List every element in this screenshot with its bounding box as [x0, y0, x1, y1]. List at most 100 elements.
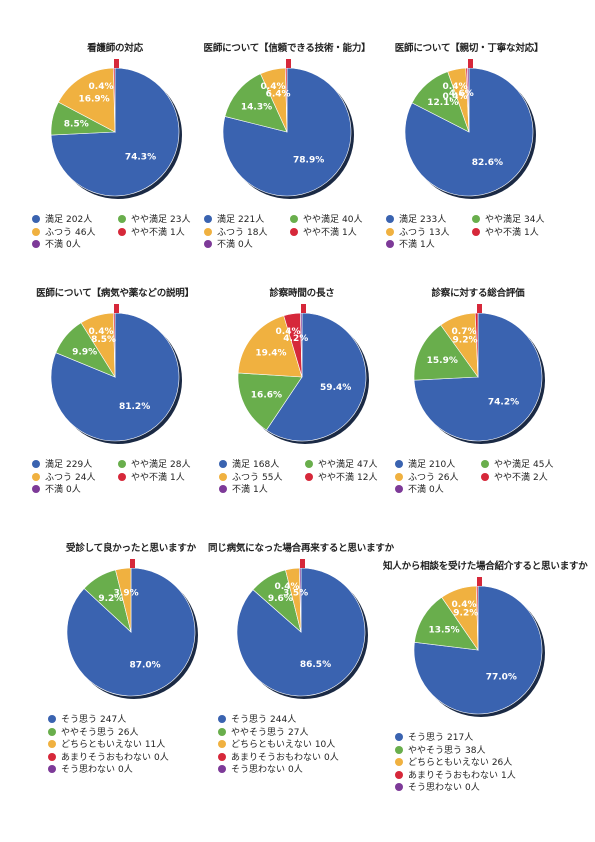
- chart-title: 医師について【信頼できる技術・能力】: [203, 43, 371, 54]
- legend-label: やや不満: [131, 472, 168, 483]
- legend-dot-icon: [395, 770, 403, 779]
- pie-percent-label: 9.2%: [98, 594, 123, 604]
- legend-count: 0人: [324, 752, 339, 763]
- pie-percent-label: 0.4%: [89, 82, 114, 92]
- legend-label: やや満足: [131, 460, 168, 470]
- pie-chart-4: 医師について【病気や薬などの説明】 81.2% 9.9% 8.5% 0.4% 満足 229人…: [20, 285, 210, 545]
- legend-count: 1人: [170, 472, 185, 483]
- legend-label: 満足: [217, 215, 236, 225]
- legend-label: 不満: [217, 240, 236, 250]
- legend-dot-icon: [395, 745, 403, 754]
- legend-label: ややそう思う: [408, 745, 463, 756]
- legend-dot-icon: [481, 472, 489, 481]
- legend-count: 244人: [270, 715, 297, 725]
- pie-chart-8: 同じ病気になった場合再来すると思いますか 86.5% 9.6% 3.5% 0.4% そう思…: [206, 540, 396, 800]
- legend-label: そう思わない: [231, 765, 286, 775]
- pie-top-tab: [468, 59, 473, 68]
- pie-percent-label: 0.4%: [443, 82, 468, 92]
- legend-label: 満足: [45, 460, 64, 470]
- legend-dot-icon: [472, 227, 480, 236]
- legend-item-orange: ふつう 46人: [32, 227, 95, 240]
- pie-svg: 78.9% 14.3% 6.4%0.4%: [222, 59, 354, 199]
- pie-percent-label: 0.4%: [275, 582, 300, 592]
- legend-label: やや満足: [318, 460, 355, 470]
- legend-count: 168人: [253, 460, 280, 470]
- legend-dot-icon: [290, 215, 298, 223]
- legend-count: 0人: [465, 783, 480, 793]
- legend-count: 0人: [238, 240, 253, 250]
- legend-count: 28人: [170, 460, 191, 470]
- legend-dot-icon: [386, 215, 394, 223]
- legend-item-purple: そう思わない 0人: [395, 782, 480, 795]
- legend-item-purple: 不満 0人: [395, 484, 444, 497]
- legend-label: やや満足: [131, 215, 168, 225]
- pie-slice-blue: [265, 312, 367, 442]
- pie-percent-label: 0.7%: [452, 327, 477, 337]
- legend-count: 210人: [429, 460, 456, 470]
- legend-dot-icon: [32, 485, 40, 493]
- pie-top-tab: [114, 59, 119, 68]
- pie-top-tab: [300, 559, 305, 568]
- legend-item-purple: 不満 1人: [219, 484, 268, 497]
- legend-dot-icon: [218, 765, 226, 773]
- pie-percent-label: 87.0%: [129, 660, 160, 670]
- legend-dot-icon: [395, 472, 403, 481]
- legend-count: 1人: [420, 240, 435, 250]
- chart-title: 医師について【病気や薬などの説明】: [36, 288, 194, 299]
- pie-slice-green: [224, 73, 288, 133]
- legend-item-red: あまりそうおもわない 0人: [48, 752, 169, 765]
- legend-dot-icon: [395, 758, 403, 766]
- pie-top-tab: [477, 577, 482, 586]
- pie-percent-label: 74.3%: [125, 152, 156, 162]
- legend-item-purple: そう思わない 0人: [218, 764, 303, 777]
- legend-count: 247人: [100, 715, 127, 725]
- legend-count: 13人: [429, 227, 450, 238]
- legend-count: 217人: [447, 733, 474, 743]
- chart-title: 受診して良かったと思いますか: [66, 543, 196, 554]
- legend-dot-icon: [32, 227, 40, 236]
- chart-title: 知人から相談を受けた場合紹介すると思いますか: [383, 561, 588, 572]
- legend-count: 40人: [342, 215, 363, 225]
- legend-count: 26人: [438, 472, 459, 483]
- pie-percent-label: 14.3%: [241, 103, 272, 113]
- pie-percent-label: 13.5%: [428, 625, 459, 635]
- pie-top-tab: [286, 59, 291, 68]
- pie-slice-orange: [237, 315, 303, 378]
- pie-slice-blue: [413, 585, 543, 715]
- pie-percent-label: 12.1%: [427, 98, 458, 108]
- legend-dot-icon: [118, 472, 126, 481]
- legend-dot-icon: [118, 227, 126, 236]
- pie-percent-label: 9.2%: [453, 608, 478, 618]
- legend-label: やや満足: [303, 215, 340, 225]
- pie-chart-1: 看護師の対応 74.3% 8.5% 16.9% 0.4% 満足 202人 やや満足 23人 ふつう…: [20, 40, 210, 300]
- legend-item-red: やや不満 1人: [290, 227, 357, 240]
- pie-percent-label: 0.4%: [261, 82, 286, 92]
- legend-label: やや不満: [485, 227, 522, 238]
- legend-item-green: ややそう思う 27人: [218, 727, 308, 740]
- legend-count: 0人: [154, 752, 169, 763]
- legend-item-blue: そう思う 247人: [48, 714, 126, 727]
- legend-label: ややそう思う: [61, 727, 116, 738]
- legend-item-orange: ふつう 55人: [219, 472, 282, 485]
- legend-label: 不満: [232, 485, 251, 495]
- legend-count: 0人: [288, 765, 303, 775]
- pie-svg: 82.6% 12.1%4.6%0.4%0.4%: [404, 59, 536, 199]
- legend-label: ふつう: [232, 472, 260, 483]
- legend-item-orange: どちらともいえない 10人: [218, 739, 335, 752]
- pie-svg: 86.5% 9.6%3.5%0.4%: [236, 559, 368, 699]
- legend-item-purple: 不満 0人: [32, 484, 81, 497]
- legend-item-green: やや満足 28人: [118, 459, 190, 472]
- pie-percent-label: 81.2%: [119, 402, 150, 412]
- legend-item-orange: どちらともいえない 11人: [48, 739, 165, 752]
- legend-count: 1人: [342, 227, 357, 238]
- legend-count: 38人: [465, 745, 486, 756]
- legend-label: そう思う: [408, 733, 445, 743]
- legend-count: 12人: [357, 472, 378, 483]
- legend-count: 23人: [170, 215, 191, 225]
- legend-item-green: やや満足 34人: [472, 214, 544, 227]
- legend-dot-icon: [48, 727, 56, 736]
- legend-label: ふつう: [408, 472, 436, 483]
- legend-item-orange: ふつう 24人: [32, 472, 95, 485]
- pie-svg: 81.2% 9.9% 8.5%0.4%: [50, 304, 182, 444]
- legend-dot-icon: [118, 215, 126, 223]
